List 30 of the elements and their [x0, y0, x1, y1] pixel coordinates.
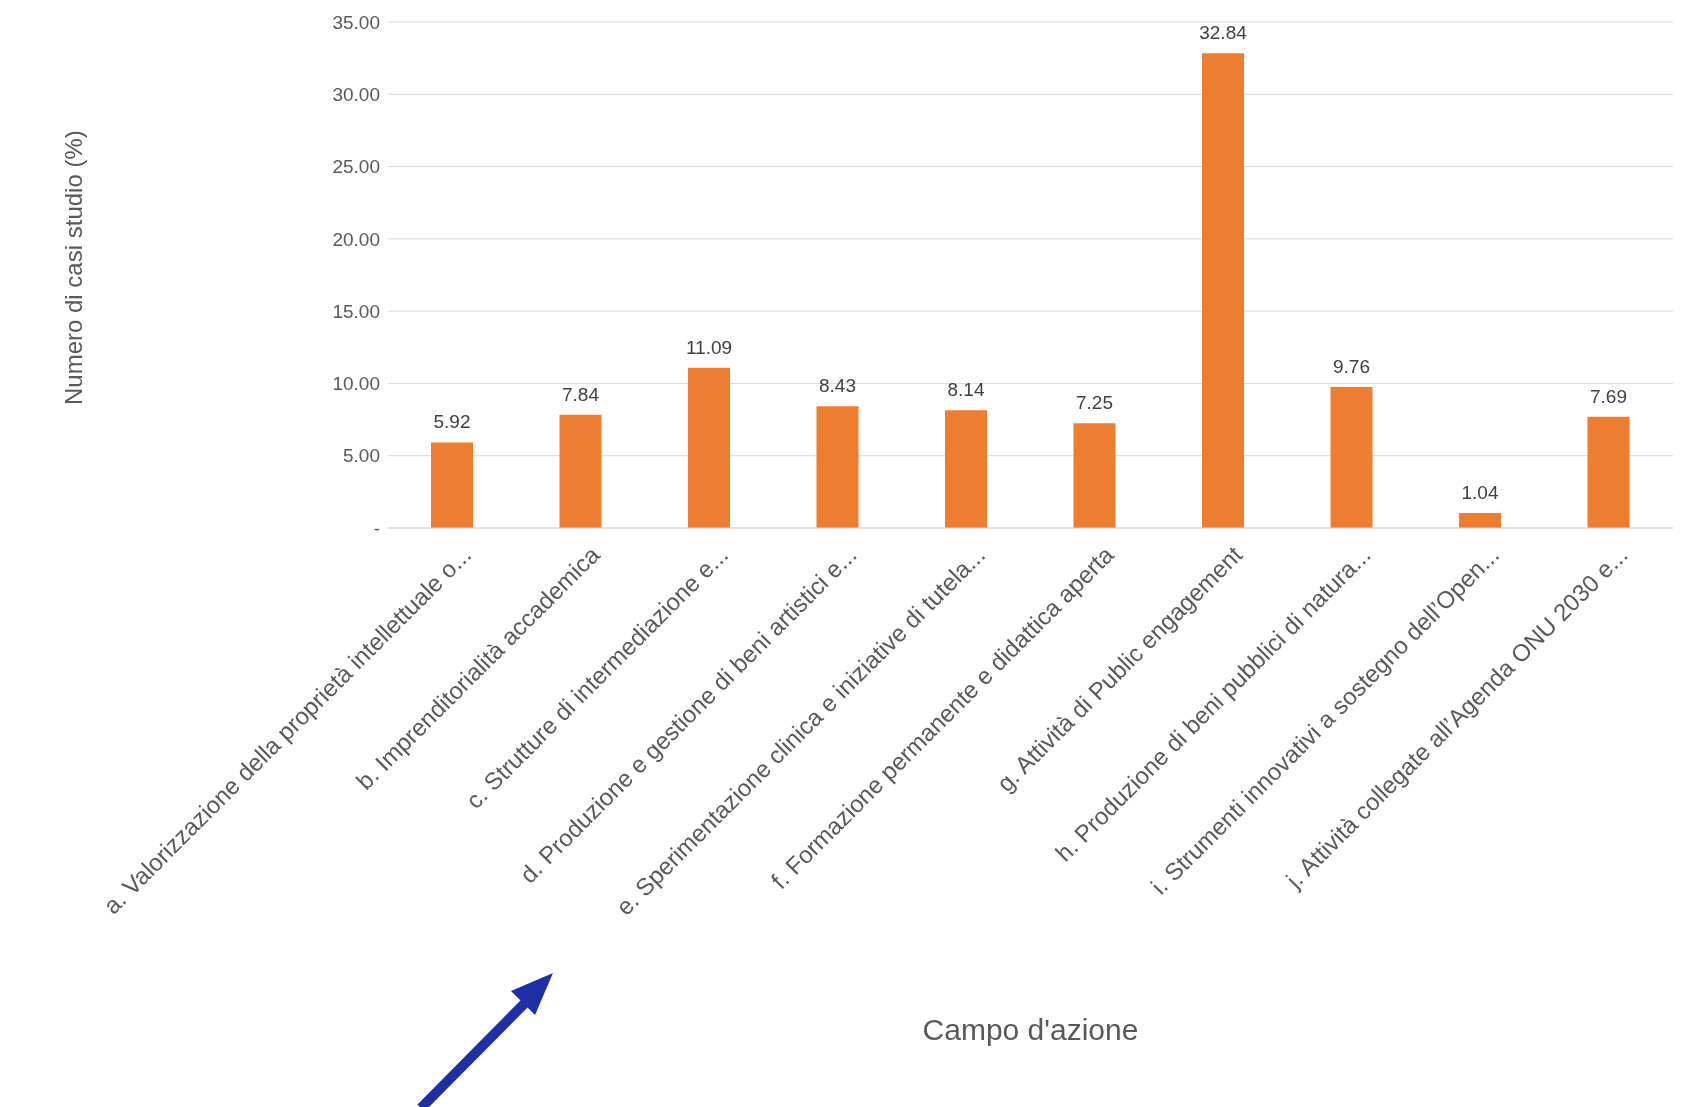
- data-label: 5.92: [433, 411, 471, 433]
- y-tick-label: 35.00: [332, 11, 380, 33]
- bar: [688, 367, 730, 528]
- data-label: 7.69: [1590, 385, 1627, 407]
- bar: [1202, 53, 1244, 528]
- x-axis-title: Campo d'azione: [922, 1013, 1139, 1046]
- y-tick-label: 20.00: [332, 228, 380, 250]
- bar: [559, 414, 602, 528]
- bar: [1587, 416, 1630, 528]
- y-tick-label: -: [373, 517, 380, 539]
- data-label: 32.84: [1199, 22, 1248, 44]
- data-label: 9.76: [1333, 355, 1370, 377]
- y-tick-label: 10.00: [332, 373, 380, 395]
- y-axis-title: Numero di casi studio (%): [59, 130, 87, 405]
- bar: [431, 442, 473, 528]
- bar: [1073, 423, 1116, 528]
- data-label: 8.14: [947, 379, 985, 401]
- data-label: 1.04: [1461, 481, 1499, 503]
- y-tick-label: 30.00: [332, 84, 380, 106]
- data-label: 8.43: [819, 375, 856, 397]
- bar: [816, 406, 859, 528]
- data-label: 11.09: [685, 336, 733, 358]
- y-tick-label: 15.00: [332, 300, 380, 322]
- y-tick-label: 25.00: [332, 156, 380, 178]
- bar: [945, 410, 987, 528]
- data-label: 7.25: [1076, 392, 1113, 414]
- data-label: 7.84: [562, 383, 600, 405]
- bar: [1459, 512, 1501, 528]
- y-tick-label: 5.00: [343, 445, 380, 467]
- bar: [1330, 386, 1373, 528]
